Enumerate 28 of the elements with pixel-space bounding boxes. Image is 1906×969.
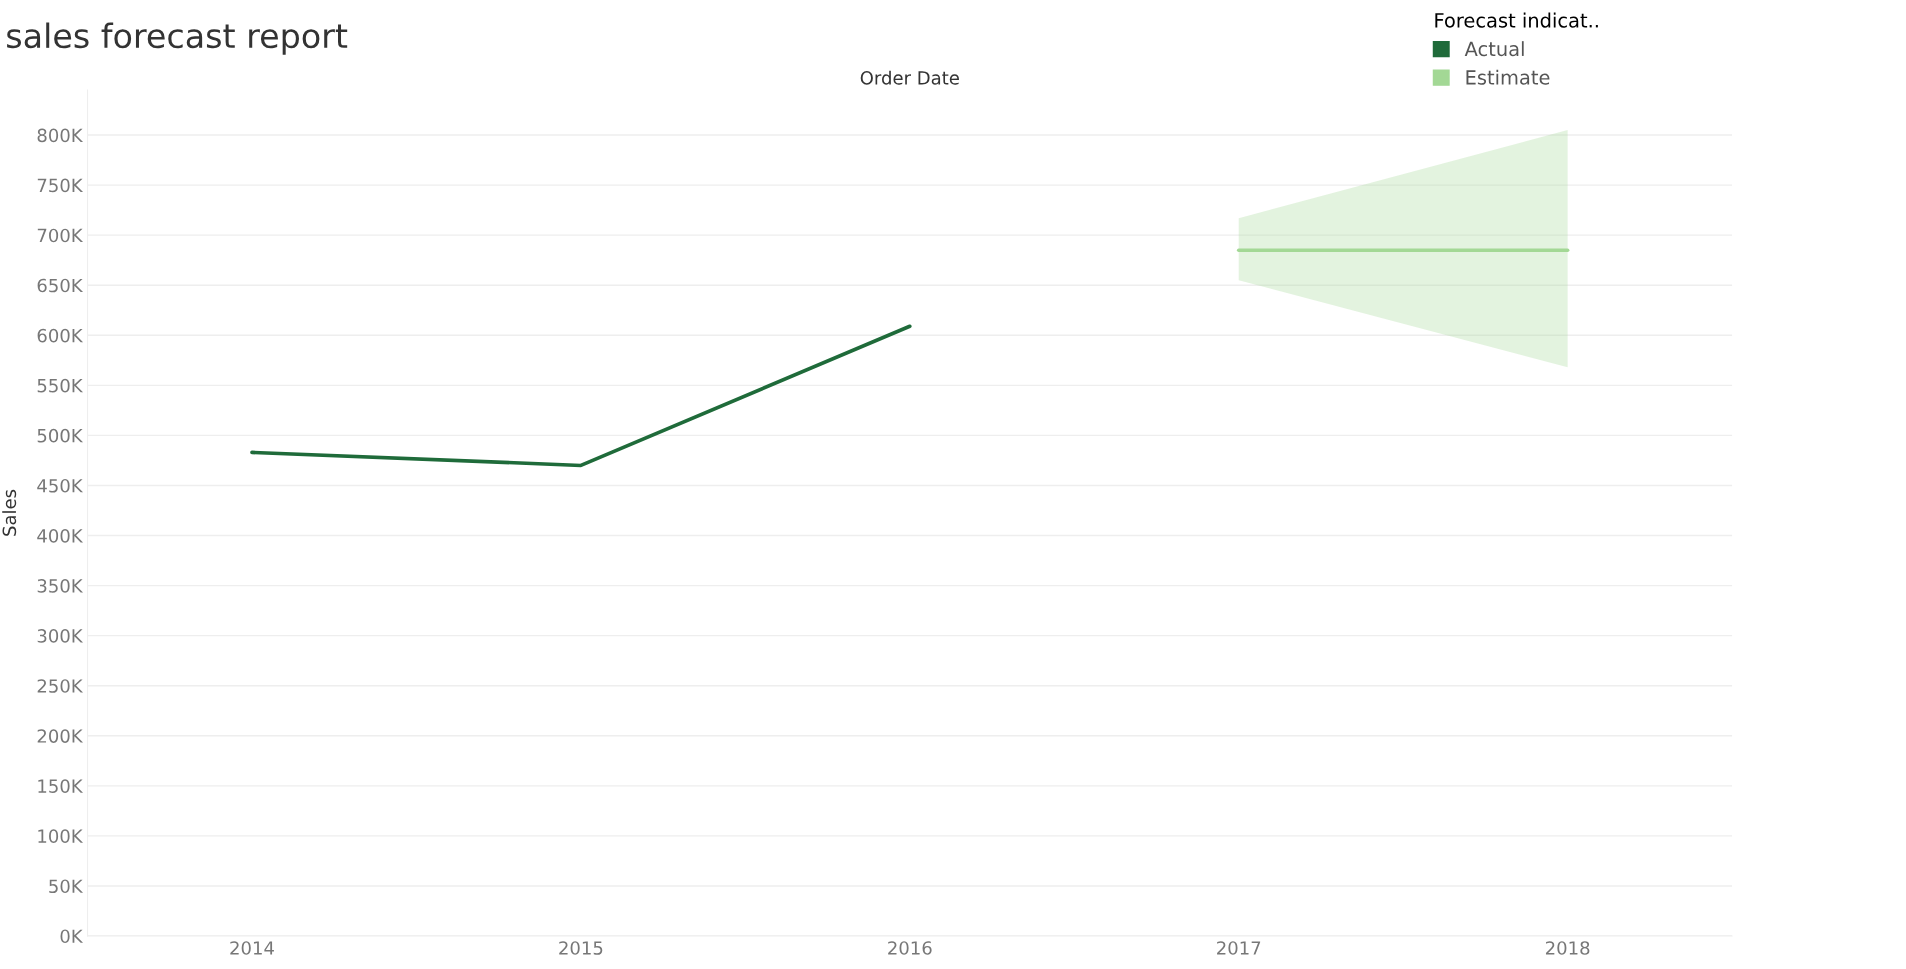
y-tick-label: 150K (38, 779, 84, 793)
y-tick-label: 750K (37, 178, 84, 193)
legend-label: Actual (1464, 41, 1524, 57)
x-tick-label: 2018 (1545, 941, 1590, 955)
y-tick-label: 800K (37, 128, 84, 143)
y-tick-label: 500K (37, 428, 84, 443)
y-tick-label: 200K (37, 729, 84, 743)
x-tick-label: 2014 (230, 941, 274, 955)
y-tick-label: 50K (49, 879, 84, 894)
y-axis-title: Sales (2, 489, 17, 536)
chart-title: sales forecast report (7, 22, 348, 55)
x-tick-label: 2017 (1217, 941, 1261, 955)
y-tick-label: 300K (37, 629, 84, 643)
y-tick-label: 700K (37, 228, 84, 243)
y-tick-label: 400K (37, 528, 84, 543)
y-tick-label: 550K (37, 378, 84, 393)
y-tick-label: 100K (38, 829, 84, 843)
x-axis-title: Order Date (860, 70, 959, 85)
y-tick-label: 450K (37, 478, 84, 493)
y-tick-label: 600K (37, 328, 84, 343)
y-tick-label: 0K (60, 929, 84, 944)
legend-title: Forecast indicat.. (1435, 12, 1598, 28)
legend-label: Estimate (1466, 69, 1550, 85)
y-tick-label: 650K (37, 278, 84, 293)
x-tick-label: 2016 (888, 941, 932, 955)
x-tick-label: 2015 (559, 941, 603, 955)
y-tick-label: 350K (37, 579, 84, 593)
y-tick-label: 250K (37, 679, 84, 693)
